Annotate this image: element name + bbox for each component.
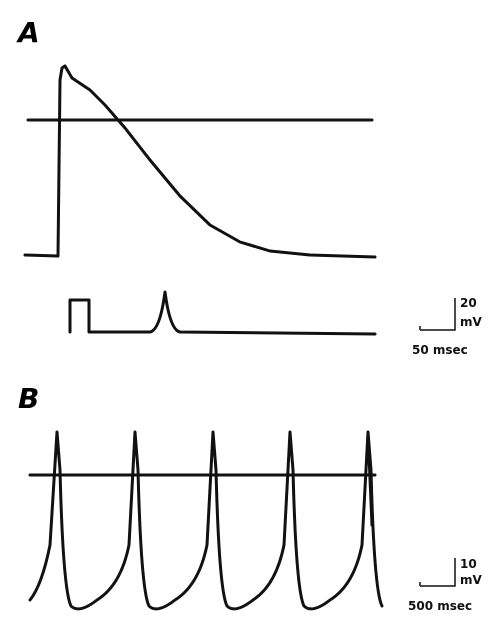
scale-bar [419, 558, 456, 587]
action-potential-trace [23, 64, 377, 259]
panel-label: A [16, 16, 40, 49]
scale-time: 50 msec [412, 343, 468, 357]
scale-unit: mV [460, 573, 483, 587]
scale-bar [419, 298, 456, 331]
scale-unit: mV [460, 315, 483, 329]
stimulus-trace [68, 290, 377, 336]
action-potential-train [28, 430, 384, 611]
scale-value: 20 [460, 296, 477, 310]
panel-label: B [18, 382, 39, 415]
scale-time: 500 msec [408, 599, 472, 613]
scale-value: 10 [460, 557, 477, 571]
